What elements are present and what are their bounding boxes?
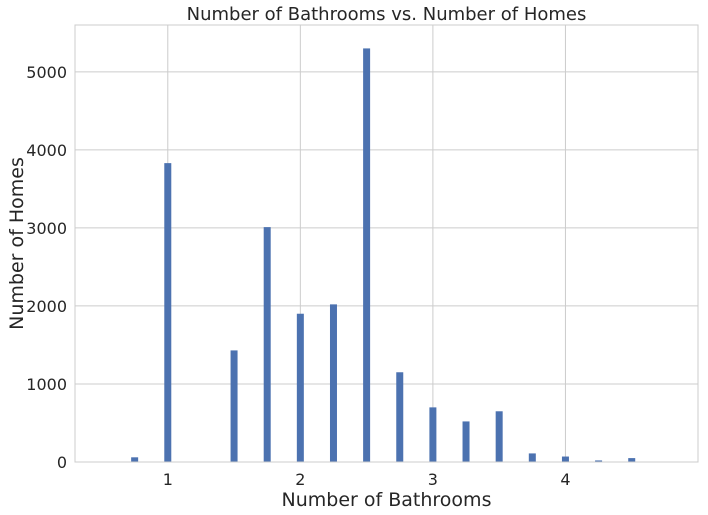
bar (396, 372, 404, 462)
bar (363, 48, 371, 463)
y-tick-label: 5000 (26, 63, 67, 82)
y-tick-label: 3000 (26, 219, 67, 238)
y-tick-label: 1000 (26, 375, 67, 394)
y-axis-label: Number of Homes (6, 157, 28, 330)
bar (263, 227, 271, 462)
bar (462, 421, 470, 462)
chart-title: Number of Bathrooms vs. Number of Homes (187, 4, 587, 25)
bar (628, 458, 636, 462)
bar (429, 407, 437, 462)
plot-frame (74, 24, 699, 463)
x-tick-label: 3 (428, 470, 438, 489)
grid (75, 25, 698, 463)
x-tick-label: 4 (560, 470, 570, 489)
bar (595, 460, 603, 462)
x-tick-label: 2 (295, 470, 305, 489)
y-tick-label: 0 (57, 453, 67, 472)
bar (329, 304, 337, 462)
bar (495, 411, 503, 462)
x-axis-label: Number of Bathrooms (282, 489, 492, 511)
y-tick-label: 4000 (26, 141, 67, 160)
bar (528, 453, 536, 462)
bars (131, 48, 636, 463)
x-tick-label: 1 (163, 470, 173, 489)
bar (561, 456, 569, 462)
bar (164, 163, 172, 462)
bar (131, 457, 139, 462)
bar (230, 350, 238, 462)
tick-labels: 0 1000 2000 3000 4000 5000 1 2 3 4 (26, 63, 570, 489)
y-tick-label: 2000 (26, 297, 67, 316)
bar (296, 313, 304, 462)
